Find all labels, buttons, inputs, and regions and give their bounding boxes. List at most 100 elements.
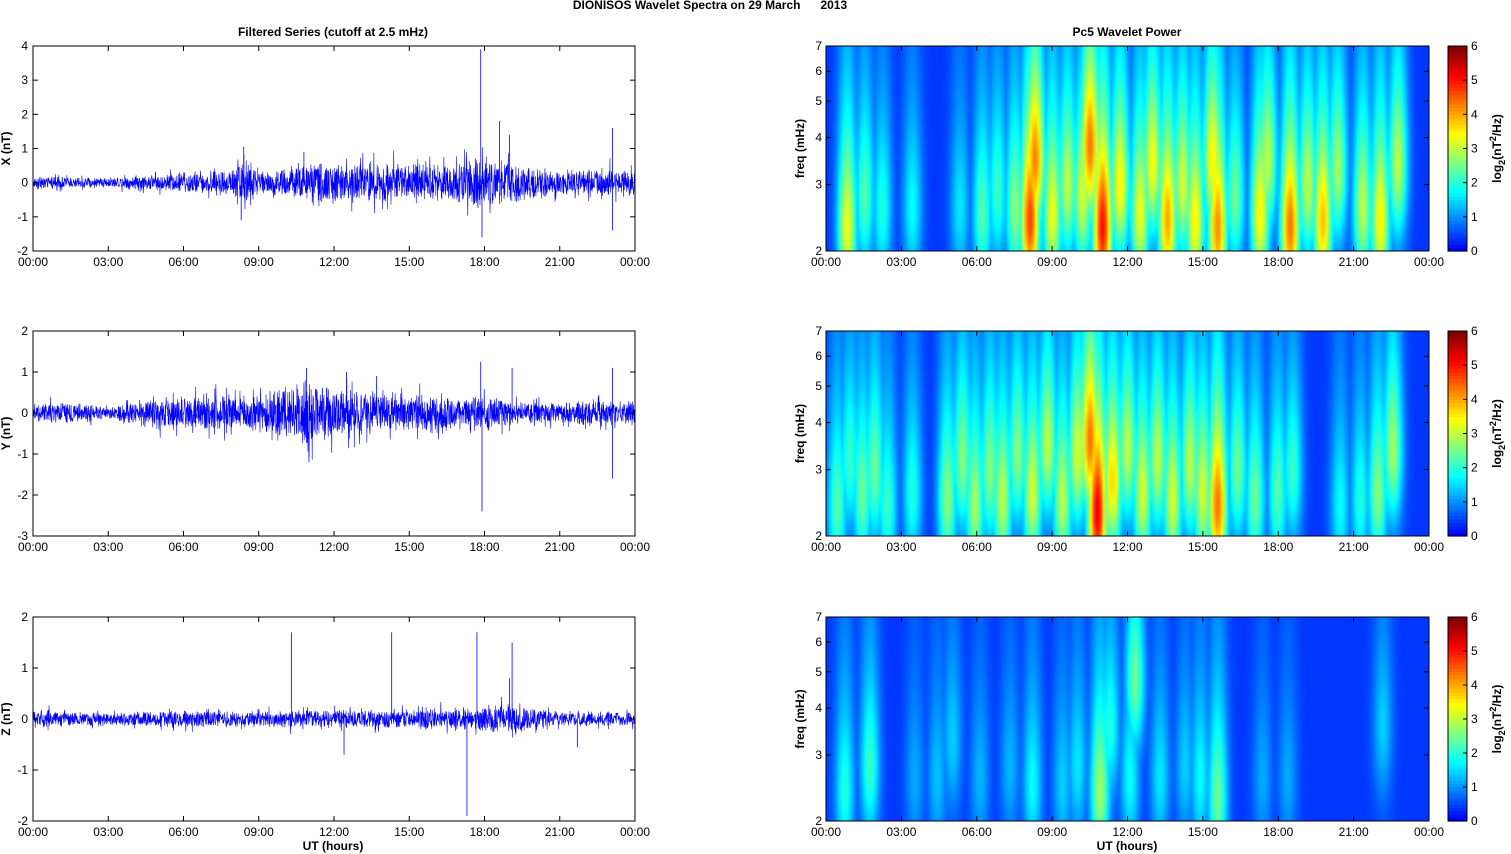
colorbar-swatch: [1448, 337, 1467, 342]
x-wavelet-x-tick-label: 00:00: [1414, 255, 1444, 269]
colorbar-swatch: [1448, 97, 1467, 102]
x-series-x-tick-label: 21:00: [545, 255, 575, 269]
colorbar-swatch: [1448, 440, 1467, 445]
z-wavelet-y-tick-label: 5: [815, 665, 822, 679]
colorbar-tick-label: 2: [1471, 176, 1478, 190]
x-wavelet-y-axis-label: freq (mHz): [793, 119, 807, 178]
z-series-x-tick-label: 12:00: [319, 825, 349, 839]
y-wavelet-panel: 2 3 4 5 6 7 00:00 03:00 06:00 09:00 12:00 15:00 18:0…: [793, 324, 1507, 554]
colorbar-swatch: [1448, 512, 1467, 517]
colorbar-swatch: [1448, 76, 1467, 81]
colorbar-swatch: [1448, 158, 1467, 163]
colorbar-label-part: log: [1490, 450, 1504, 468]
colorbar-swatch: [1448, 814, 1467, 819]
z-series-x-tick-label: 09:00: [244, 825, 274, 839]
x-wavelet-x-tick-label: 12:00: [1112, 255, 1142, 269]
colorbar-swatch: [1448, 220, 1467, 225]
x-wavelet-x-tick-label: 15:00: [1188, 255, 1218, 269]
colorbar-swatch: [1448, 430, 1467, 435]
x-series-x-tick-label: 03:00: [93, 255, 123, 269]
colorbar-swatch: [1448, 348, 1467, 353]
colorbar-label: log2(nT2/Hz): [1488, 114, 1507, 183]
colorbar-label-part: (nT: [1490, 426, 1504, 445]
y-series-y-tick-label: -2: [17, 488, 28, 502]
y-series-x-tick-label: 00:00: [18, 540, 48, 554]
y-series-x-tick-label: 00:00: [620, 540, 650, 554]
colorbar-swatch: [1448, 759, 1467, 764]
colorbar-swatch: [1448, 457, 1467, 462]
colorbar-tick-label: 0: [1471, 244, 1478, 258]
colorbar-swatch: [1448, 83, 1467, 88]
colorbar-swatch: [1448, 647, 1467, 652]
colorbar-swatch: [1448, 247, 1467, 252]
colorbar-swatch: [1448, 206, 1467, 211]
colorbar-swatch: [1448, 107, 1467, 112]
z-wavelet-panel: 2 3 4 5 6 7 00:00 03:00 06:00 09:00 12:00 15:00 18:0…: [793, 610, 1507, 839]
colorbar-swatch: [1448, 59, 1467, 64]
colorbar-swatch: [1448, 661, 1467, 666]
colorbar-swatch: [1448, 399, 1467, 404]
colorbar-swatch: [1448, 671, 1467, 676]
colorbar-label-part: 2: [1488, 707, 1498, 712]
colorbar-tick-label: 1: [1471, 210, 1478, 224]
y-series-x-tick-label: 21:00: [545, 540, 575, 554]
colorbar-swatch: [1448, 450, 1467, 455]
colorbar-swatch: [1448, 715, 1467, 720]
x-series-x-tick-label: 18:00: [469, 255, 499, 269]
colorbar-swatch: [1448, 766, 1467, 771]
colorbar-swatch: [1448, 344, 1467, 349]
colorbar-label-part: 2: [1497, 445, 1507, 450]
colorbar-swatch: [1448, 732, 1467, 737]
x-series-y-tick-label: 2: [21, 107, 28, 121]
colorbar-swatch: [1448, 783, 1467, 788]
colorbar-swatch: [1448, 787, 1467, 791]
x-wavelet-x-tick-label: 06:00: [962, 255, 992, 269]
z-wavelet-x-tick-label: 06:00: [962, 825, 992, 839]
colorbar-swatch: [1448, 145, 1467, 150]
colorbar-swatch: [1448, 134, 1467, 139]
z-wavelet-y-axis-label: freq (mHz): [793, 689, 807, 748]
colorbar-swatch: [1448, 334, 1467, 339]
z-wavelet-x-tick-label: 18:00: [1263, 825, 1293, 839]
colorbar-swatch: [1448, 175, 1467, 180]
colorbar-swatch: [1448, 467, 1467, 472]
colorbar-swatch: [1448, 634, 1467, 638]
colorbar-swatch: [1448, 640, 1467, 645]
z-series-x-tick-label: 18:00: [469, 825, 499, 839]
colorbar-swatch: [1448, 505, 1467, 510]
colorbar-swatch: [1448, 630, 1467, 635]
colorbar-swatch: [1448, 213, 1467, 218]
y-series-x-tick-label: 18:00: [469, 540, 499, 554]
colorbar-tick-label: 3: [1471, 142, 1478, 156]
colorbar-swatch: [1448, 719, 1467, 723]
colorbar-swatch: [1448, 230, 1467, 235]
colorbar-swatch: [1448, 351, 1467, 356]
y-wavelet-y-tick-label: 5: [815, 379, 822, 393]
colorbar-swatch: [1448, 237, 1467, 242]
z-wavelet-power-map: [826, 617, 1429, 821]
colorbar-swatch: [1448, 491, 1467, 496]
z-series-y-tick-label: 0: [21, 712, 28, 726]
colorbar-swatch: [1448, 416, 1467, 421]
colorbar-swatch: [1448, 378, 1467, 383]
left-x-axis-label: UT (hours): [303, 839, 364, 853]
y-wavelet-y-tick-label: 6: [815, 349, 822, 363]
colorbar-swatch: [1448, 392, 1467, 397]
x-wavelet-y-tick-label: 6: [815, 64, 822, 78]
colorbar-swatch: [1448, 402, 1467, 407]
colorbar-swatch: [1448, 413, 1467, 418]
colorbar-swatch: [1448, 776, 1467, 781]
x-series-panel: -2 -1 0 1 2 3 4 00:00 03:00 06:00 09:00 12:00 15:00 1…: [0, 39, 650, 269]
colorbar-tick-label: 2: [1471, 461, 1478, 475]
x-wavelet-power-map: [826, 46, 1429, 251]
colorbar-swatch: [1448, 138, 1467, 143]
colorbar-swatch: [1448, 66, 1467, 71]
colorbar-swatch: [1448, 189, 1467, 194]
x-wavelet-y-tick-label: 3: [815, 178, 822, 192]
colorbar-swatch: [1448, 688, 1467, 693]
z-wavelet-x-tick-label: 12:00: [1112, 825, 1142, 839]
colorbar-tick-label: 4: [1471, 678, 1478, 692]
colorbar-swatch: [1448, 518, 1467, 523]
x-series-y-tick-label: 0: [21, 176, 28, 190]
